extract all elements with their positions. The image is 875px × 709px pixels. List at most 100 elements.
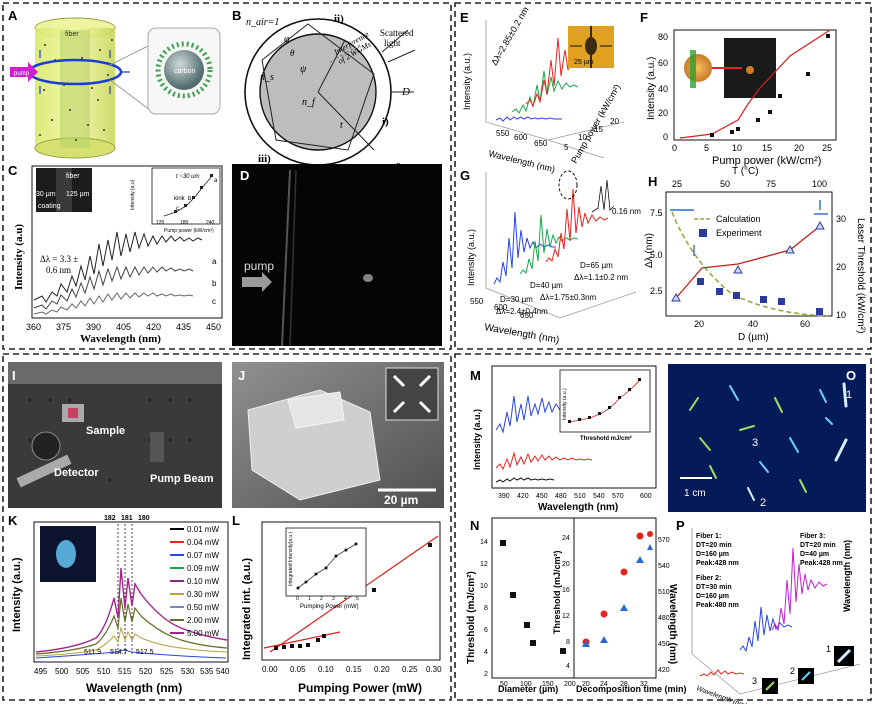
x-tick: 450 <box>536 493 548 500</box>
x-ticks: 0 5 10 15 20 25 <box>672 143 832 153</box>
curve-label-c: c <box>212 297 216 306</box>
x-axis-label: Pumping Power (mW) <box>298 681 422 695</box>
x-tick: 50 <box>500 681 508 688</box>
x-axis-label: Wavelength (nm) <box>488 148 557 174</box>
x-tick: 600 <box>514 133 528 142</box>
pump-label: pump <box>14 71 30 77</box>
fiber-1-info: Fiber 1: DT=20 min D=160 µm Peak:428 nm <box>696 533 739 567</box>
y-axis-label: Δλ (nm) <box>644 233 655 268</box>
y-tick: 5.0 <box>650 250 663 260</box>
fiber-1-line: Fiber 1: <box>696 533 721 540</box>
pump-arrow-head <box>28 62 38 82</box>
peak-labels-top: 182 181 180 <box>104 515 150 522</box>
phi-label: φ <box>284 34 290 45</box>
legend-label: 0.10 mW <box>187 577 219 586</box>
x-tick: 20 <box>794 143 804 153</box>
y2-tick: 24 <box>562 535 570 542</box>
z-axis-label: Wavelength (nm) <box>842 540 852 612</box>
panel-m: M Intensity (a.u.) Threshold mJ/cm² Inte… <box>470 365 657 513</box>
y-axis-label: Intensity (a.u.) <box>472 409 482 470</box>
emission-dot <box>746 66 754 74</box>
thumb-2-fiber <box>801 671 811 681</box>
x-tick: 515 <box>118 667 132 676</box>
y-tick: 2.5 <box>650 286 663 296</box>
x-tick: 20 <box>694 319 704 329</box>
panel-g: G 0.16 nm D=65 µm Δλ=1.1±0.2 nm D=40 µm … <box>460 168 641 346</box>
x-tick: 540 <box>216 667 230 676</box>
d40-label: D=40 µm <box>530 281 563 290</box>
ray-i-label: i) <box>382 116 389 128</box>
x-tick: 10 <box>732 143 742 153</box>
x2-tick: 32 <box>640 681 648 688</box>
y-tick: 7.5 <box>650 208 663 218</box>
threshold-line <box>675 225 821 299</box>
panel-letter: L <box>232 513 240 528</box>
fiber-pieces <box>689 382 848 501</box>
x-tick: 505 <box>76 667 90 676</box>
top-tick: 100 <box>812 179 827 189</box>
inset-ylabel: Intensity (a.u.) <box>562 388 568 420</box>
x-tick: 150 <box>542 681 554 688</box>
fiber-2-line: Fiber 2: <box>696 575 721 582</box>
thumb-1-fiber <box>836 648 852 664</box>
x-tick: 650 <box>534 139 548 148</box>
sample-label: Sample <box>86 425 125 437</box>
inset-points <box>296 542 358 590</box>
x-tick: 420 <box>517 493 529 500</box>
x-tick: 550 <box>470 297 484 306</box>
y2-ticks: 10 20 30 <box>836 214 846 320</box>
dl30-label: Δλ=2.4±0.4nm <box>496 307 548 316</box>
x-tick: 375 <box>56 322 71 332</box>
inset-x-tick: 1 <box>308 596 311 602</box>
panel-o: 1 3 2 1 cm O <box>668 364 866 512</box>
panel-e: E 25 µm Δλ=2.85±0.2 nm Intensity (a.u.) … <box>460 5 625 174</box>
zoom-line-2 <box>109 79 151 111</box>
y2-tick: 8 <box>566 639 570 646</box>
experiment-points <box>697 278 823 315</box>
x-tick: 570 <box>612 493 624 500</box>
curve-label-b: b <box>212 279 217 288</box>
x-axis-label: Wavelength (nm) <box>695 685 747 704</box>
pump-beam-label: Pump Beam <box>150 473 214 485</box>
detector-fiber <box>16 454 72 488</box>
y-ticks: 2 4 6 8 10 12 14 <box>480 539 488 678</box>
panel-letter: J <box>238 368 245 383</box>
x-tick: 520 <box>139 667 153 676</box>
thumb-3-fiber <box>765 681 775 691</box>
fiber-2-line: D=160 µm <box>696 593 729 600</box>
y-ticks: 0 20 40 60 80 <box>658 32 668 142</box>
thumb-3-label: 3 <box>752 676 757 686</box>
photo-glow <box>56 540 76 568</box>
spectrum-red <box>699 669 745 677</box>
y-tick: 0 <box>663 132 668 142</box>
y-tick: 20 <box>658 108 668 118</box>
zoom-line-1 <box>109 44 151 66</box>
x-tick: 100 <box>520 681 532 688</box>
theta-label: θ <box>290 48 295 58</box>
x2-ticks: 20 24 28 32 <box>582 681 648 688</box>
spectrum-blue <box>739 606 793 653</box>
inset-x-tick: 3 <box>332 596 335 602</box>
spectrum-low <box>35 649 227 659</box>
thumb-2-label: 2 <box>790 666 795 676</box>
x-tick: 40 <box>748 319 758 329</box>
thirty-um-label: 30 µm <box>36 191 56 198</box>
scale-label: 1 cm <box>684 488 706 499</box>
z-tick: 5 <box>564 143 569 152</box>
y2-axis-label: Laser Threshold (kW/cm²) <box>855 218 866 333</box>
x-axis-label: D (µm) <box>738 332 769 343</box>
y-tick: 80 <box>658 32 668 42</box>
panel-letter: F <box>640 10 648 25</box>
fiber-green <box>690 50 696 88</box>
peak-bottom: 514.7 <box>110 649 128 656</box>
fiber-1-label: 1 <box>846 389 852 401</box>
inset-line <box>569 379 641 423</box>
curve-c <box>33 292 194 315</box>
curve-label-a: a <box>212 257 217 266</box>
threshold-triangles <box>671 220 825 302</box>
scattered-label: Scattered <box>380 28 414 38</box>
inset-kink-label: kink <box>174 196 186 202</box>
x-tick: 0.30 <box>426 665 442 674</box>
light-label: light <box>384 38 401 48</box>
delta-label: Δλ=2.85±0.2 nm <box>489 5 531 67</box>
